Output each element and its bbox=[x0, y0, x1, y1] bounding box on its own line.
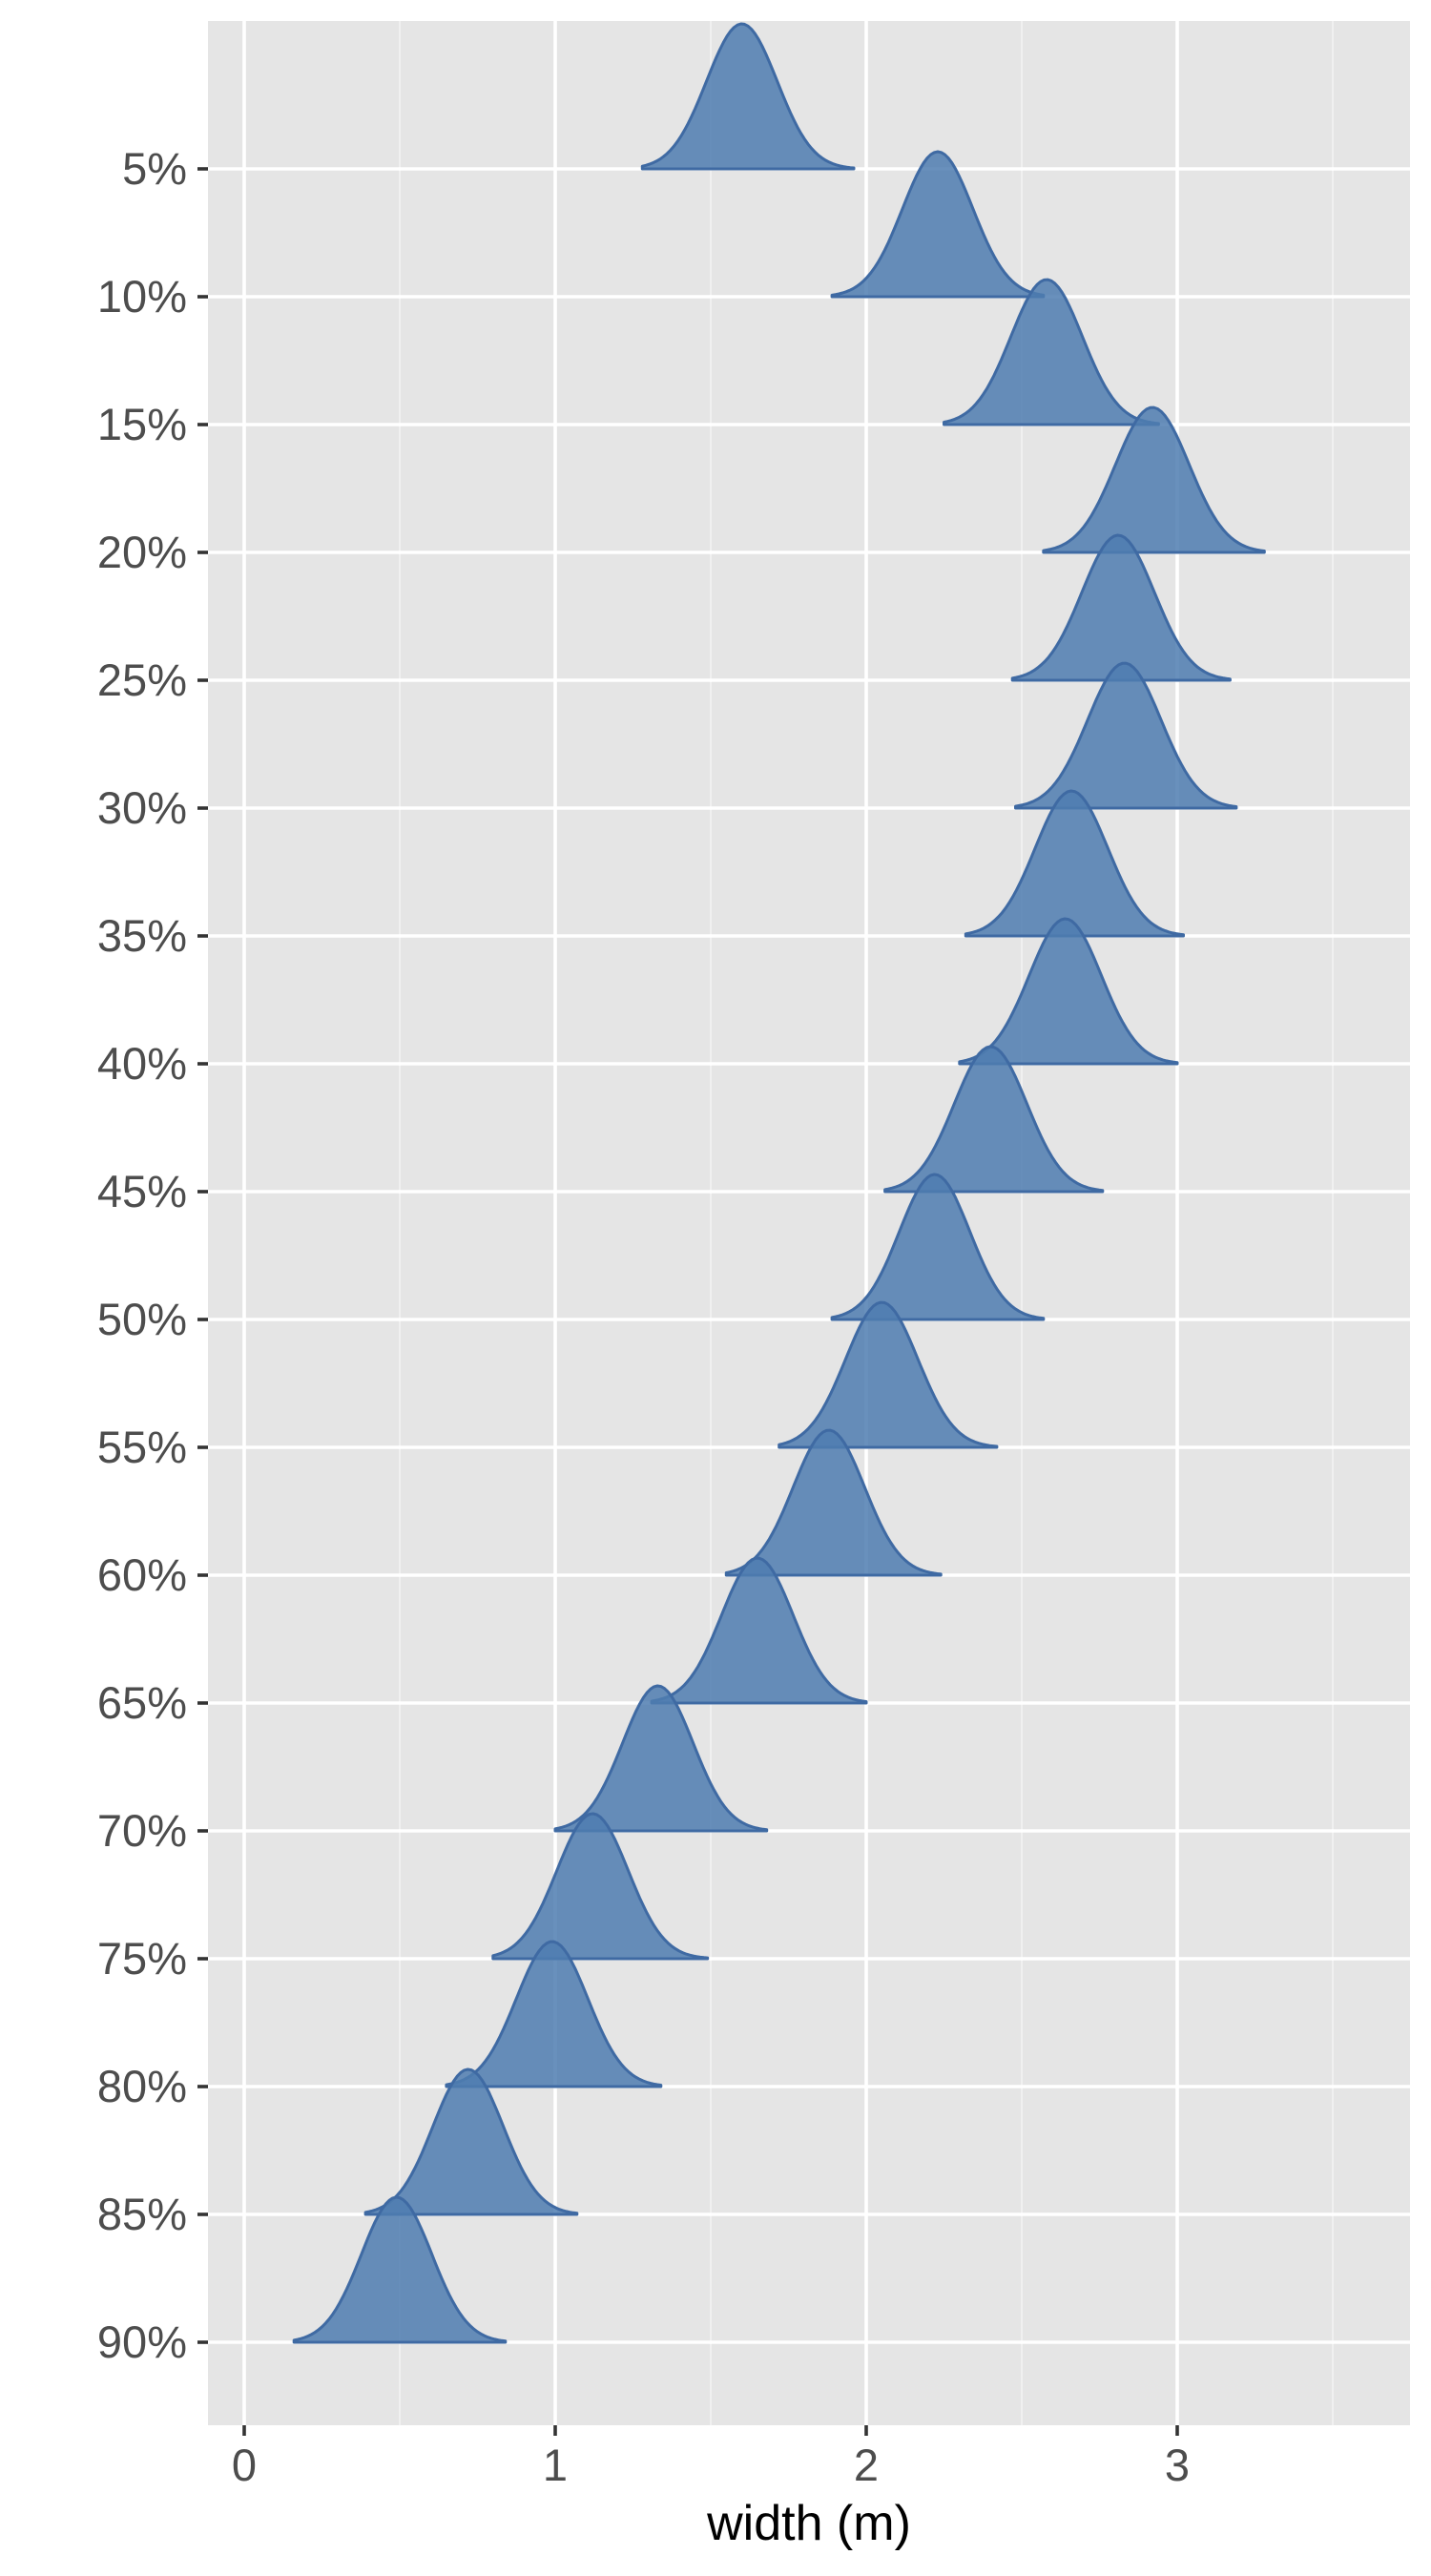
y-tick-label: 75% bbox=[97, 1933, 187, 1984]
ridge-20pct bbox=[1042, 405, 1266, 554]
y-tick-label: 85% bbox=[97, 2189, 187, 2239]
y-tick-label: 80% bbox=[97, 2061, 187, 2111]
ridge-50pct bbox=[830, 1173, 1046, 1321]
ridge-45pct bbox=[883, 1045, 1105, 1194]
y-tick-label: 20% bbox=[97, 527, 187, 577]
x-tick-label: 0 bbox=[232, 2440, 257, 2490]
ridge-30pct bbox=[1014, 661, 1238, 810]
y-tick-label: 35% bbox=[97, 910, 187, 961]
ridge-15pct bbox=[943, 278, 1160, 426]
x-tick-label: 2 bbox=[854, 2440, 879, 2490]
x-tick-label: 1 bbox=[543, 2440, 568, 2490]
y-tick-label: 30% bbox=[97, 782, 187, 833]
density-ridges bbox=[292, 22, 1266, 2344]
y-tick-label: 60% bbox=[97, 1549, 187, 1600]
y-tick-label: 45% bbox=[97, 1166, 187, 1216]
ridge-75pct bbox=[491, 1812, 710, 1961]
x-axis-title: width (m) bbox=[706, 2496, 911, 2551]
ridge-10pct bbox=[830, 150, 1046, 299]
y-tick-label: 90% bbox=[97, 2316, 187, 2367]
y-tick-label: 70% bbox=[97, 1805, 187, 1856]
y-tick-label: 55% bbox=[97, 1422, 187, 1472]
plot-panel bbox=[208, 21, 1410, 2425]
y-tick-label: 5% bbox=[122, 143, 187, 194]
ridge-65pct bbox=[650, 1556, 868, 1705]
x-tick-label: 3 bbox=[1165, 2440, 1190, 2490]
y-tick-label: 50% bbox=[97, 1294, 187, 1344]
y-tick-label: 40% bbox=[97, 1038, 187, 1089]
x-axis: 0 1 2 3 bbox=[232, 2425, 1190, 2490]
ridge-90pct bbox=[292, 2195, 508, 2344]
ridge-70pct bbox=[553, 1684, 769, 1833]
y-axis: 5% 10% 15% 20% 25% 30% 35% 40% 45% 50% 55% 60% 65% 70… bbox=[97, 143, 208, 2367]
ridge-35pct bbox=[964, 789, 1185, 938]
ridge-80pct bbox=[445, 1940, 663, 2088]
ridge-60pct bbox=[724, 1428, 943, 1577]
y-tick-label: 15% bbox=[97, 399, 187, 449]
y-tick-label: 65% bbox=[97, 1677, 187, 1728]
ridge-5pct bbox=[640, 22, 856, 171]
ridge-40pct bbox=[958, 917, 1179, 1066]
ridge-85pct bbox=[363, 2067, 579, 2216]
ridge-25pct bbox=[1010, 533, 1232, 682]
y-tick-label: 25% bbox=[97, 654, 187, 705]
y-tick-label: 10% bbox=[97, 271, 187, 322]
ridge-55pct bbox=[778, 1300, 999, 1449]
